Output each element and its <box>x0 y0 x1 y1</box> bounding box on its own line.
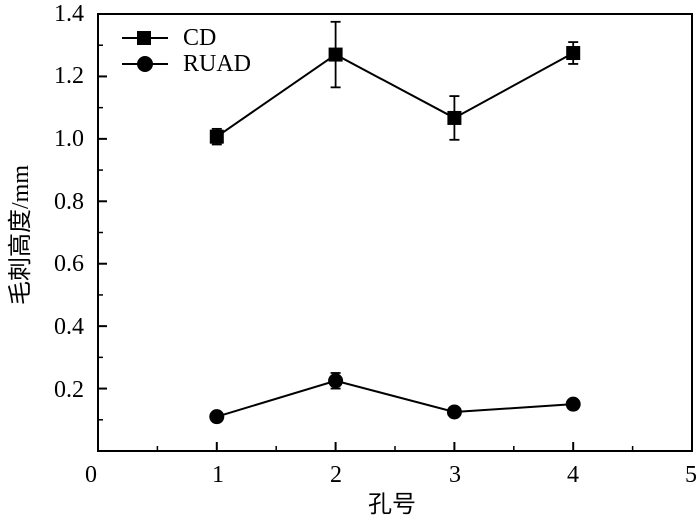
legend-label-cd: CD <box>183 25 216 51</box>
data-point-ruad <box>328 373 344 389</box>
x-tick-label-3: 3 <box>449 462 461 488</box>
x-tick-label-5: 5 <box>685 462 697 488</box>
data-point-ruad <box>209 409 225 425</box>
series-line-cd <box>216 52 574 138</box>
data-point-cd <box>209 129 224 144</box>
data-point-cd <box>566 46 581 61</box>
series-layer <box>209 20 581 425</box>
x-axis-title: 孔号 <box>368 492 416 518</box>
plot-border <box>97 13 693 452</box>
x-tick-label-2: 2 <box>330 462 342 488</box>
y-tick-label-1.4: 1.4 <box>54 1 84 27</box>
plot-frame <box>97 13 693 452</box>
y-tick-label-0.8: 0.8 <box>54 189 84 215</box>
y-axis: 0.2 0.4 0.6 0.8 1.0 1.2 1.4 毛刺高度/mm <box>7 1 84 403</box>
y-axis-title: 毛刺高度/mm <box>7 165 34 305</box>
series-line-ruad <box>216 379 574 418</box>
data-point-cd <box>447 110 462 125</box>
data-point-cd <box>328 47 343 62</box>
legend-marker-ruad <box>137 56 153 72</box>
data-point-ruad <box>446 404 462 420</box>
data-point-ruad <box>565 396 581 412</box>
y-tick-label-1.2: 1.2 <box>54 63 84 89</box>
y-tick-label-1.0: 1.0 <box>54 126 84 152</box>
x-tick-label-4: 4 <box>567 462 579 488</box>
y-tick-label-0.6: 0.6 <box>54 251 84 277</box>
legend-label-ruad: RUAD <box>183 51 251 77</box>
y-tick-label-0.4: 0.4 <box>54 314 84 340</box>
legend-marker-cd <box>137 31 151 45</box>
x-tick-label-0: 0 <box>85 462 97 488</box>
x-axis: 0 1 2 3 4 5 孔号 <box>85 462 697 518</box>
x-tick-label-1: 1 <box>212 462 224 488</box>
y-tick-label-0.2: 0.2 <box>54 377 84 403</box>
legend: CD RUAD <box>122 25 251 77</box>
